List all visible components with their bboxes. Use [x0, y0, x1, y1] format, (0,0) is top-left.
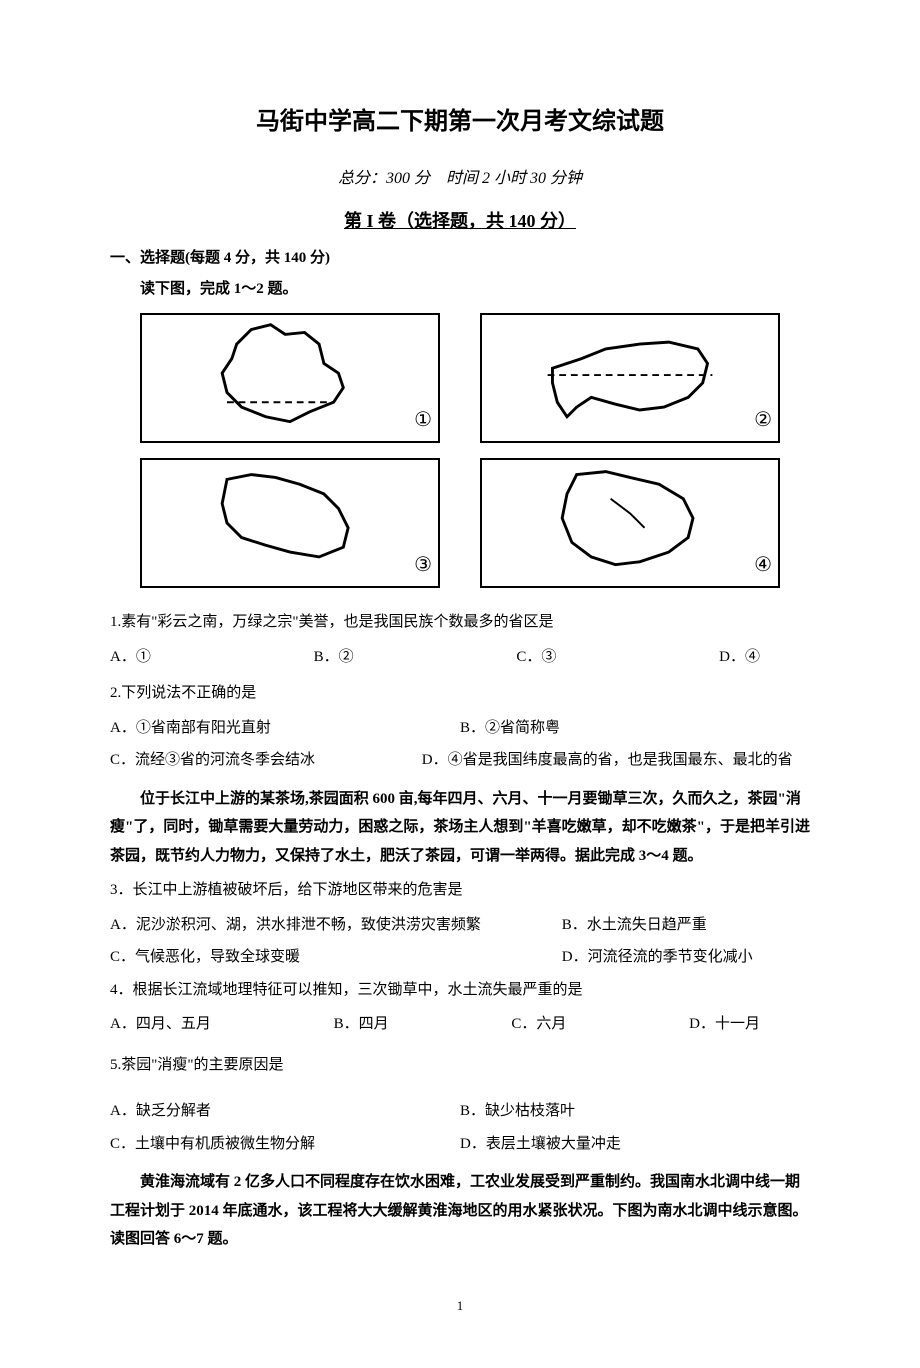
q2-b: B．②省简称粤 [460, 714, 810, 743]
q4-b: B．四月 [334, 1010, 389, 1039]
map-1-num: ① [414, 401, 432, 439]
q5-row1: A．缺乏分解者 B．缺少枯枝落叶 [110, 1097, 810, 1126]
q3-d: D．河流径流的季节变化减小 [562, 943, 753, 972]
q3-row2: C．气候恶化，导致全球变暖 D．河流径流的季节变化减小 [110, 943, 810, 972]
q1-c: C．③ [516, 643, 556, 672]
map-4: ④ [480, 458, 780, 588]
q2-text: 2.下列说法不正确的是 [110, 679, 810, 708]
q2-row1: A．①省南部有阳光直射 B．②省简称粤 [110, 714, 810, 743]
q5-row2: C．土壤中有机质被微生物分解 D．表层土壤被大量冲走 [110, 1130, 810, 1159]
passage2: 黄淮海流域有 2 亿多人口不同程度存在饮水困难，工农业发展受到严重制约。我国南水… [110, 1168, 810, 1254]
q4-options: A．四月、五月 B．四月 C．六月 D．十一月 [110, 1010, 810, 1039]
q3-c: C．气候恶化，导致全球变暖 [110, 943, 558, 972]
q5-b: B．缺少枯枝落叶 [460, 1097, 810, 1126]
q5-a: A．缺乏分解者 [110, 1097, 460, 1126]
map-4-num: ④ [754, 546, 772, 584]
part-title: 一、选择题(每题 4 分，共 140 分) [110, 244, 810, 273]
q3-a: A．泥沙淤积河、湖，洪水排泄不畅，致使洪涝灾害频繁 [110, 911, 558, 940]
page-number: 1 [110, 1294, 810, 1319]
q1-b: B．② [314, 643, 354, 672]
q4-text: 4．根据长江流域地理特征可以推知，三次锄草中，水土流失最严重的是 [110, 976, 810, 1005]
q1-d: D．④ [719, 643, 760, 672]
map-2: ② [480, 313, 780, 443]
q5-text: 5.茶园"消瘦"的主要原因是 [110, 1051, 810, 1080]
q4-a: A．四月、五月 [110, 1010, 211, 1039]
q3-row1: A．泥沙淤积河、湖，洪水排泄不畅，致使洪涝灾害频繁 B．水土流失日趋严重 [110, 911, 810, 940]
map-3: ③ [140, 458, 440, 588]
map-grid: ① ② ③ ④ [140, 313, 780, 588]
section-title: 第 I 卷（选择题，共 140 分） [110, 204, 810, 238]
q1-options: A．① B．② C．③ D．④ [110, 643, 810, 672]
q1-text: 1.素有"彩云之南，万绿之宗"美誉，也是我国民族个数最多的省区是 [110, 608, 810, 637]
q2-d: D．④省是我国纬度最高的省，也是我国最东、最北的省 [422, 746, 793, 775]
map-2-num: ② [754, 401, 772, 439]
q1-a: A．① [110, 643, 151, 672]
q2-row2: C．流经③省的河流冬季会结冰 D．④省是我国纬度最高的省，也是我国最东、最北的省 [110, 746, 810, 775]
q2-c: C．流经③省的河流冬季会结冰 [110, 746, 418, 775]
map-1: ① [140, 313, 440, 443]
doc-subtitle: 总分：300 分 时间 2 小时 30 分钟 [110, 164, 810, 194]
q5-c: C．土壤中有机质被微生物分解 [110, 1130, 460, 1159]
q5-d: D．表层土壤被大量冲走 [460, 1130, 810, 1159]
q2-a: A．①省南部有阳光直射 [110, 714, 460, 743]
q4-c: C．六月 [511, 1010, 566, 1039]
doc-title: 马街中学高二下期第一次月考文综试题 [110, 100, 810, 146]
q4-d: D．十一月 [689, 1010, 760, 1039]
q3-b: B．水土流失日趋严重 [562, 911, 707, 940]
q3-text: 3．长江中上游植被破坏后，给下游地区带来的危害是 [110, 876, 810, 905]
passage1: 位于长江中上游的某茶场,茶园面积 600 亩,每年四月、六月、十一月要锄草三次，… [110, 785, 810, 871]
instruction: 读下图，完成 1～2 题。 [110, 275, 810, 304]
map-3-num: ③ [414, 546, 432, 584]
